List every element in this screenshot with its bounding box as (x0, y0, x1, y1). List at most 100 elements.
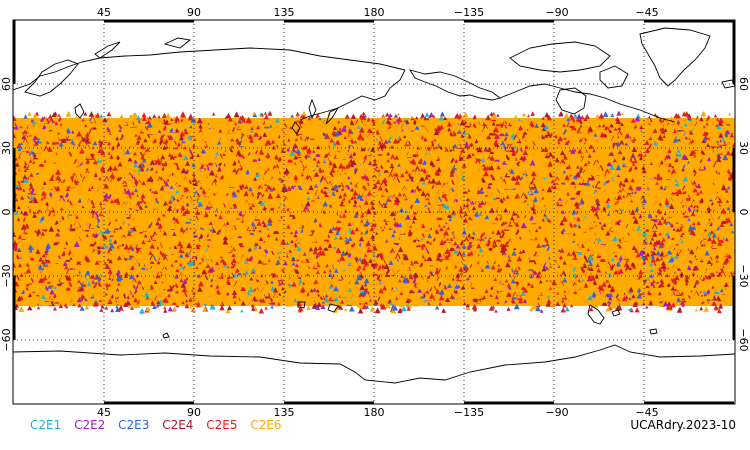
occultation-marker (427, 146, 431, 150)
occultation-marker (165, 145, 169, 149)
occultation-marker (541, 116, 545, 120)
occultation-marker (472, 115, 477, 120)
occultation-marker (607, 283, 612, 288)
occultation-marker (558, 123, 564, 129)
occultation-marker (444, 296, 451, 302)
occultation-marker (462, 204, 466, 208)
occultation-marker (541, 218, 545, 222)
occultation-marker (453, 241, 458, 246)
occultation-marker (107, 298, 113, 305)
occultation-marker (380, 263, 386, 269)
occultation-marker (53, 116, 58, 121)
occultation-marker (696, 221, 701, 226)
occultation-marker (122, 292, 126, 296)
occultation-marker (199, 191, 205, 197)
occultation-marker (620, 122, 624, 127)
occultation-marker (206, 178, 210, 182)
occultation-marker (121, 233, 126, 238)
occultation-marker (105, 245, 109, 249)
occultation-marker (27, 292, 33, 298)
occultation-marker (461, 162, 467, 168)
occultation-marker (295, 132, 300, 136)
occultation-marker (109, 154, 114, 159)
occultation-marker (348, 119, 355, 126)
occultation-marker (161, 112, 168, 119)
occultation-marker (254, 158, 258, 162)
occultation-marker (162, 160, 169, 167)
occultation-marker (125, 188, 132, 195)
occultation-marker (329, 138, 335, 143)
occultation-marker (40, 197, 44, 201)
occultation-marker (562, 123, 566, 127)
occultation-marker (606, 197, 611, 201)
occultation-marker (78, 285, 85, 292)
occultation-marker (564, 241, 570, 247)
occultation-marker (336, 223, 339, 227)
occultation-marker (652, 241, 658, 247)
occultation-marker (707, 156, 712, 162)
occultation-marker (632, 217, 639, 224)
occultation-marker (432, 114, 436, 118)
occultation-marker (331, 279, 336, 285)
occultation-marker (110, 199, 114, 204)
occultation-marker (684, 277, 689, 282)
occultation-marker (446, 237, 450, 241)
occultation-marker (441, 308, 447, 313)
occultation-marker (500, 243, 507, 250)
occultation-marker (460, 175, 466, 181)
occultation-marker (663, 128, 668, 132)
occultation-marker (622, 183, 626, 187)
occultation-marker (397, 246, 404, 252)
occultation-marker (701, 153, 707, 159)
occultation-marker (438, 252, 442, 257)
occultation-marker (73, 241, 80, 247)
occultation-marker (406, 253, 411, 257)
occultation-marker (211, 112, 216, 116)
occultation-marker (369, 306, 376, 312)
occultation-marker (294, 137, 299, 142)
occultation-marker (276, 301, 281, 306)
occultation-marker (270, 305, 274, 309)
occultation-marker (566, 116, 571, 122)
occultation-marker (64, 265, 69, 270)
occultation-marker (386, 151, 390, 156)
occultation-marker (729, 222, 734, 227)
occultation-marker (23, 164, 28, 169)
occultation-marker (187, 115, 194, 121)
occultation-marker (670, 168, 677, 175)
occultation-marker (215, 289, 221, 295)
occultation-marker (335, 247, 342, 253)
occultation-marker (652, 140, 658, 146)
occultation-marker (423, 138, 428, 142)
occultation-marker (405, 214, 411, 220)
occultation-marker (48, 225, 55, 232)
occultation-marker (484, 214, 490, 220)
occultation-marker (293, 297, 297, 302)
occultation-marker (84, 304, 90, 310)
occultation-marker (124, 286, 129, 291)
occultation-marker (145, 130, 150, 135)
occultation-marker (648, 213, 652, 218)
occultation-marker (76, 297, 82, 303)
occultation-marker (704, 228, 707, 232)
occultation-marker (141, 239, 146, 245)
occultation-marker (300, 114, 304, 118)
occultation-marker (549, 286, 552, 290)
occultation-marker (182, 278, 188, 285)
occultation-marker (247, 158, 251, 163)
occultation-marker (359, 284, 366, 291)
occultation-marker (678, 118, 682, 122)
occultation-marker (577, 166, 582, 172)
occultation-marker (715, 156, 722, 163)
occultation-marker (227, 164, 232, 169)
occultation-marker (267, 192, 274, 199)
occultation-marker (316, 196, 320, 199)
occultation-marker (674, 156, 680, 163)
occultation-marker (661, 260, 666, 266)
occultation-marker (513, 114, 519, 121)
occultation-marker (406, 236, 412, 243)
occultation-marker (155, 272, 161, 279)
occultation-marker (618, 304, 622, 308)
occultation-marker (188, 297, 193, 302)
occultation-marker (247, 133, 254, 140)
